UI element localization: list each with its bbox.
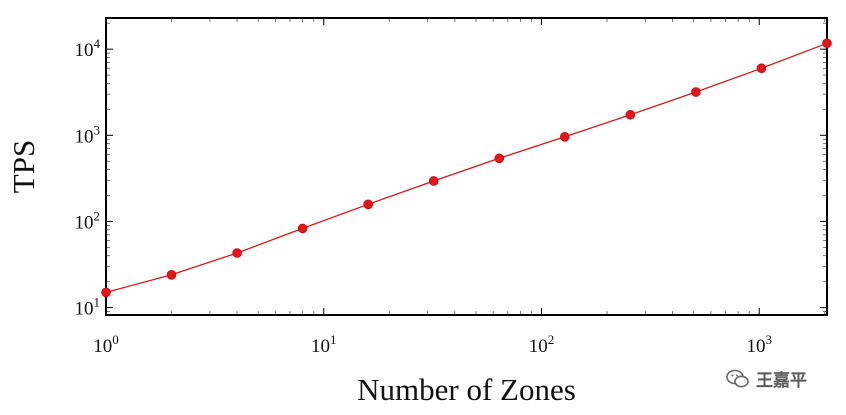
x-tick-label: 100: [93, 332, 119, 357]
data-point: [822, 38, 832, 49]
x-tick-base: 10: [746, 336, 765, 357]
data-point: [232, 248, 242, 258]
y-tick-exponent: 4: [94, 36, 101, 51]
x-tick-exponent: 0: [112, 332, 119, 347]
data-point: [166, 270, 177, 280]
data-point: [428, 176, 439, 186]
y-tick-exponent: 3: [94, 122, 101, 137]
series-line: [105, 42, 828, 294]
y-tick-exponent: 2: [94, 208, 101, 223]
x-tick-label: 101: [311, 332, 337, 357]
major-ticks: [105, 18, 827, 315]
x-axis-title: Number of Zones: [357, 372, 576, 407]
data-point: [297, 223, 308, 234]
x-tick-base: 10: [93, 336, 112, 357]
wechat-icon: [726, 369, 749, 387]
markers: [101, 38, 832, 298]
x-tick-exponent: 3: [765, 332, 772, 347]
x-tick-exponent: 2: [548, 332, 555, 347]
data-point: [560, 132, 570, 142]
x-tick-label: 103: [746, 332, 772, 357]
data-point: [494, 153, 505, 164]
x-tick-base: 10: [529, 336, 548, 357]
y-tick-base: 10: [75, 126, 94, 147]
x-tick-exponent: 1: [330, 332, 337, 347]
y-tick-label: 103: [75, 122, 101, 147]
y-tick-label: 101: [75, 295, 101, 320]
y-tick-exponent: 1: [94, 295, 101, 310]
y-tick-base: 10: [75, 299, 94, 320]
watermark: 王嘉平: [726, 366, 807, 391]
data-point: [756, 63, 767, 74]
y-axis-title: TPS: [6, 140, 41, 193]
data-point: [101, 287, 111, 298]
plot-frame: [105, 17, 828, 316]
y-tick-label: 102: [75, 208, 101, 233]
data-point: [363, 199, 373, 210]
x-tick-base: 10: [311, 336, 330, 357]
watermark-text: 王嘉平: [756, 371, 807, 391]
x-tick-label: 102: [529, 332, 555, 357]
data-point: [691, 87, 701, 97]
minor-ticks: [106, 18, 827, 315]
y-tick-base: 10: [75, 40, 94, 61]
y-tick-label: 104: [75, 36, 101, 61]
y-tick-base: 10: [75, 212, 94, 233]
data-point: [625, 109, 636, 120]
